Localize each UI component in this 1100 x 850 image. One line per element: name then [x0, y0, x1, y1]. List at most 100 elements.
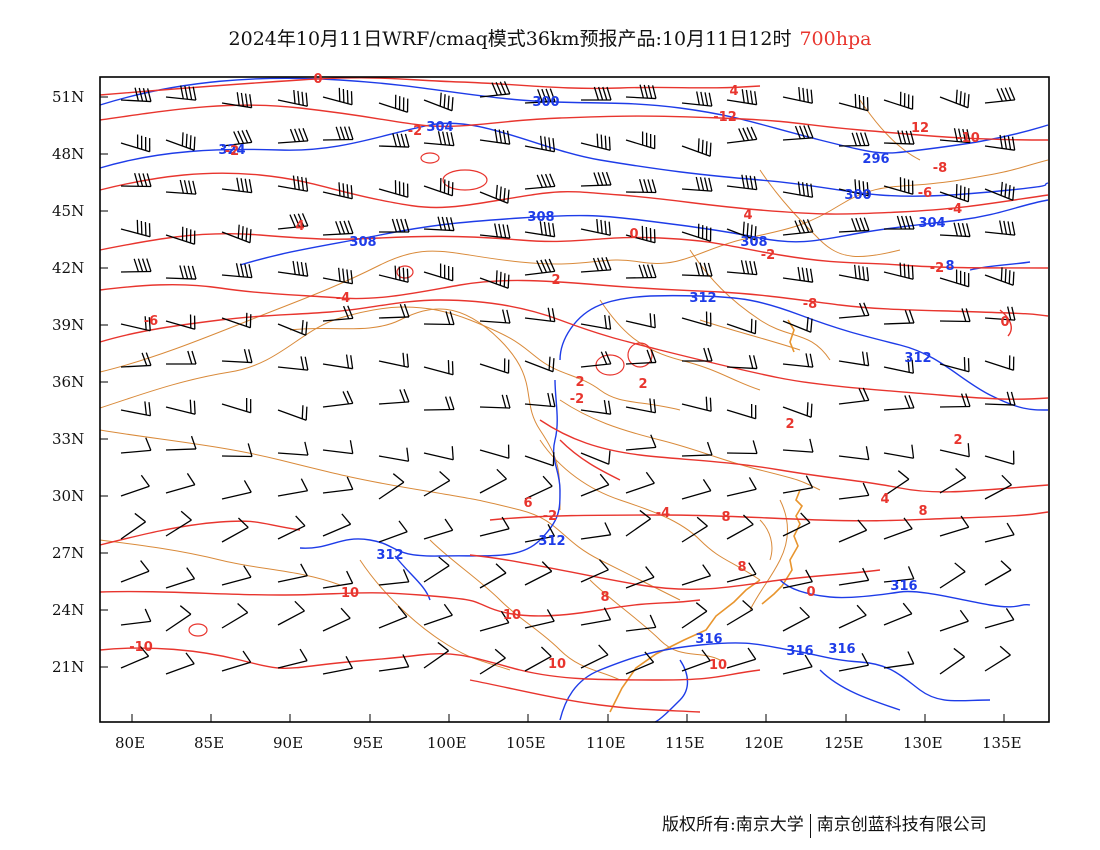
- wind-barb-shaft: [580, 484, 610, 497]
- wind-barb-feather: [707, 347, 713, 362]
- wind-barb-shaft: [221, 611, 249, 629]
- wind-barb-feather: [350, 185, 353, 199]
- wind-barb-shaft: [984, 317, 1015, 321]
- title-main: 2024年10月11日WRF/cmaq模式36km预报产品:10月11日12时: [228, 28, 792, 50]
- wind-barb-feather: [1008, 185, 1011, 199]
- wind-barb-feather: [439, 92, 442, 107]
- wind-barb-feather: [296, 261, 301, 276]
- wind-barb-feather: [188, 86, 193, 100]
- wind-barb-shaft: [479, 320, 510, 324]
- wind-barb-shaft: [423, 650, 449, 669]
- wind-barb-shaft: [378, 481, 405, 500]
- wind-barb-feather: [139, 645, 150, 657]
- wind-barb-feather: [450, 132, 455, 146]
- wind-barb-shaft: [378, 188, 409, 198]
- wind-barb-feather: [606, 86, 612, 101]
- wind-barb-feather: [293, 90, 296, 104]
- wind-barb-shaft: [322, 138, 354, 141]
- wind-barb-feather: [741, 89, 745, 103]
- wind-barb-shaft: [120, 99, 151, 103]
- wind-barb-feather: [295, 515, 306, 527]
- wind-barb-shaft: [221, 576, 252, 586]
- wind-barb-feather: [903, 263, 906, 278]
- wind-barb-feather: [738, 128, 745, 142]
- wind-barb-shaft: [883, 322, 915, 325]
- wind-barb-feather: [856, 604, 867, 616]
- wind-barb-feather: [904, 395, 911, 409]
- wind-barb-shaft: [524, 620, 555, 629]
- wind-barb-feather: [140, 560, 150, 572]
- height-label: 308: [740, 235, 767, 250]
- wind-barb-feather: [708, 177, 713, 192]
- wind-barb-feather: [861, 351, 866, 366]
- wind-barb-feather: [748, 562, 757, 575]
- wind-barb-feather: [506, 130, 511, 145]
- wind-barb-shaft: [782, 449, 813, 453]
- wind-barb-feather: [148, 402, 152, 416]
- wind-barb-feather: [499, 271, 502, 286]
- wind-barb-feather: [552, 223, 556, 237]
- wind-barb-shaft: [984, 403, 1016, 406]
- wind-barb-shaft: [625, 518, 651, 537]
- wind-barb-feather: [754, 226, 757, 240]
- wind-barb-feather: [742, 599, 754, 611]
- wind-barb-feather: [954, 562, 966, 573]
- wind-barb-feather: [301, 91, 304, 106]
- wind-barb-feather: [806, 219, 814, 233]
- wind-barb-shaft: [939, 620, 969, 632]
- wind-barb-feather: [646, 264, 653, 278]
- wind-barb-feather: [145, 437, 152, 451]
- wind-barb-feather: [903, 517, 913, 530]
- wind-barb-shaft: [726, 228, 756, 241]
- wind-barb-feather: [644, 651, 655, 663]
- wind-barb-feather: [292, 260, 296, 275]
- wind-barb-feather: [967, 94, 970, 108]
- wind-barb-feather: [449, 396, 455, 410]
- wind-barb-feather: [901, 130, 907, 144]
- wind-barb-feather: [957, 222, 963, 237]
- wind-barb-feather: [960, 515, 970, 528]
- wind-barb-feather: [695, 262, 701, 276]
- wind-barb-feather: [240, 263, 245, 278]
- copyright: 版权所有:南京大学 南京创蓝科技有限公司: [662, 810, 987, 838]
- wind-barb-feather: [653, 399, 657, 413]
- wind-barb-feather: [350, 355, 354, 369]
- wind-barb-shaft: [838, 188, 869, 197]
- wind-barb-shaft: [681, 188, 712, 192]
- wind-barb-shaft: [378, 274, 409, 283]
- wind-barb-feather: [147, 88, 152, 102]
- wind-barb-shaft: [524, 535, 555, 543]
- wind-barb-feather: [495, 81, 503, 95]
- wind-barb-feather: [300, 478, 309, 492]
- wind-barb-feather: [704, 92, 709, 106]
- wind-barb-feather: [402, 569, 410, 583]
- wind-barb-feather: [186, 472, 196, 486]
- lon-label: 135E: [982, 734, 1022, 752]
- wind-barb-feather: [503, 273, 506, 287]
- wind-barb-feather: [897, 470, 910, 480]
- wind-barb-feather: [495, 563, 507, 574]
- wind-barb-shaft: [165, 96, 196, 101]
- wind-barb-feather: [438, 556, 450, 567]
- wind-barb-feather: [301, 213, 309, 227]
- wind-barb-feather: [305, 177, 309, 192]
- wind-barb-shaft: [221, 491, 252, 500]
- wind-barb-feather: [544, 173, 552, 187]
- wind-barb-shaft: [322, 96, 353, 106]
- wind-barb-feather: [961, 223, 967, 237]
- wind-barb-shaft: [378, 455, 409, 462]
- wind-barb-feather: [646, 349, 653, 363]
- wind-barb-feather: [607, 400, 612, 415]
- wind-barb-feather: [539, 135, 543, 150]
- wind-barb-feather: [299, 648, 308, 662]
- temperature-label: 8: [737, 560, 746, 575]
- wind-barb-shaft: [165, 484, 196, 494]
- lat-label: 39N: [52, 316, 85, 334]
- wind-barb-shaft: [524, 360, 554, 373]
- temperature-label: 4: [729, 84, 738, 99]
- wind-barb-feather: [506, 309, 511, 324]
- wind-barb-feather: [896, 215, 903, 230]
- temperature-label: 10: [709, 658, 727, 673]
- wind-barb-shaft: [625, 139, 655, 150]
- wind-barb-feather: [138, 173, 144, 187]
